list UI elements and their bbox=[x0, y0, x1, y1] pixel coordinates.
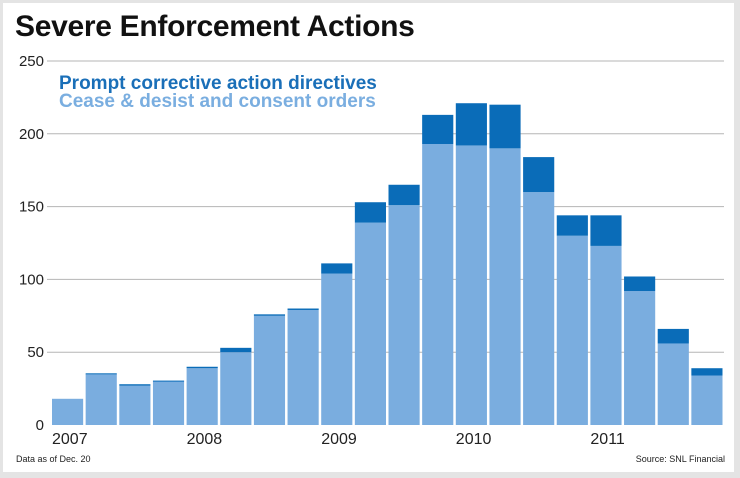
legend-item-cease-desist: Cease & desist and consent orders bbox=[59, 91, 376, 112]
bar-cease-desist bbox=[321, 273, 353, 425]
data-note: Data as of Dec. 20 bbox=[16, 454, 91, 464]
bar-cease-desist bbox=[220, 352, 252, 425]
x-tick-label: 2011 bbox=[590, 431, 625, 448]
bar-prompt-corrective bbox=[590, 215, 622, 246]
bar-prompt-corrective bbox=[220, 347, 252, 353]
bar-cease-desist bbox=[590, 245, 622, 425]
y-tick-label: 250 bbox=[19, 53, 44, 70]
bar-prompt-corrective bbox=[321, 263, 353, 274]
bar-prompt-corrective bbox=[253, 314, 286, 316]
bar-prompt-corrective bbox=[489, 104, 521, 149]
bar-cease-desist bbox=[556, 235, 588, 425]
bar-cease-desist bbox=[624, 291, 656, 425]
y-tick-label: 0 bbox=[36, 417, 44, 434]
bar-prompt-corrective bbox=[556, 215, 588, 236]
bar-cease-desist bbox=[119, 385, 151, 425]
bar-cease-desist bbox=[186, 368, 218, 425]
bar-prompt-corrective bbox=[119, 384, 151, 386]
bar-cease-desist bbox=[152, 381, 185, 425]
bar-prompt-corrective bbox=[422, 114, 454, 144]
legend: Prompt corrective action directives Ceas… bbox=[59, 73, 377, 112]
bar-prompt-corrective bbox=[691, 368, 723, 376]
x-tick-label: 2008 bbox=[187, 431, 223, 448]
x-tick-label: 2009 bbox=[321, 431, 357, 448]
bar-prompt-corrective bbox=[388, 184, 420, 206]
x-tick-label: 2007 bbox=[52, 431, 88, 448]
bar-cease-desist bbox=[422, 143, 454, 425]
bar-cease-desist bbox=[489, 148, 521, 426]
bar-prompt-corrective bbox=[85, 373, 117, 375]
bar-cease-desist bbox=[388, 205, 420, 425]
chart-title: Severe Enforcement Actions bbox=[15, 10, 415, 43]
bar-prompt-corrective bbox=[624, 276, 656, 292]
bar-cease-desist bbox=[523, 192, 555, 425]
y-tick-label: 150 bbox=[19, 199, 44, 216]
bar-cease-desist bbox=[455, 145, 487, 425]
bar-prompt-corrective bbox=[455, 103, 487, 146]
y-tick-label: 200 bbox=[19, 126, 44, 143]
bar-cease-desist bbox=[354, 222, 386, 425]
bar-cease-desist bbox=[657, 343, 689, 425]
bar-prompt-corrective bbox=[523, 157, 555, 193]
bar-cease-desist bbox=[52, 398, 84, 425]
y-tick-label: 100 bbox=[19, 271, 44, 288]
legend-item-prompt-corrective: Prompt corrective action directives bbox=[59, 73, 377, 94]
bar-prompt-corrective bbox=[657, 328, 689, 344]
bar-cease-desist bbox=[287, 309, 319, 425]
bar-cease-desist bbox=[253, 315, 286, 425]
x-tick-label: 2010 bbox=[456, 431, 492, 448]
bar-prompt-corrective bbox=[186, 366, 218, 369]
bar-cease-desist bbox=[691, 375, 723, 425]
source-note: Source: SNL Financial bbox=[635, 454, 725, 464]
bar-prompt-corrective bbox=[152, 380, 185, 382]
bar-prompt-corrective bbox=[287, 308, 319, 310]
bar-cease-desist bbox=[85, 374, 117, 425]
bar-prompt-corrective bbox=[354, 202, 386, 223]
y-tick-label: 50 bbox=[27, 344, 44, 361]
